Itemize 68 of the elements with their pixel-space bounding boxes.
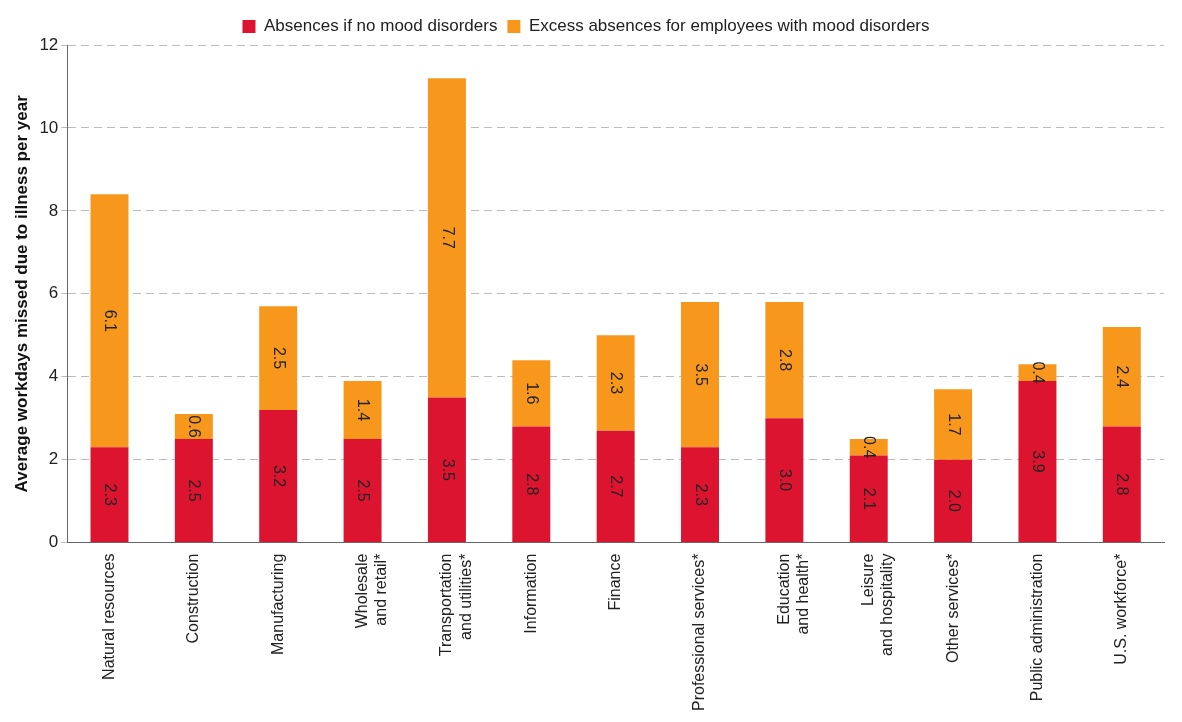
bar <box>427 78 466 398</box>
x-tick-label: Education and health* <box>774 553 811 635</box>
data-label: 2.5 <box>270 346 288 370</box>
data-label: 2.8 <box>776 349 794 372</box>
bar <box>90 194 129 448</box>
data-label: 2.0 <box>945 489 963 513</box>
data-label: 1.4 <box>355 398 373 422</box>
data-label: 0.4 <box>861 436 879 459</box>
data-label: 6.1 <box>102 309 120 332</box>
data-label: 3.0 <box>776 469 794 492</box>
bar <box>174 438 213 543</box>
x-tick-label: Construction <box>184 553 202 644</box>
x-tick-label: Professional services* <box>690 553 708 712</box>
data-label: 2.5 <box>355 479 373 502</box>
y-tick-label: 4 <box>48 366 59 386</box>
y-tick-label: 12 <box>39 34 59 54</box>
y-axis-title: Average workdays missed due to illness per year <box>11 94 31 493</box>
data-label: 2.7 <box>608 475 626 498</box>
x-tick-label: Information <box>521 553 539 634</box>
bar <box>259 409 298 543</box>
bar <box>765 302 804 419</box>
data-label: 2.4 <box>1114 365 1132 388</box>
x-tick-label: Finance <box>606 553 624 611</box>
data-label: 1.6 <box>523 382 541 405</box>
y-tick-label: 0 <box>48 532 59 552</box>
data-label: 1.7 <box>945 413 963 436</box>
data-label: 3.5 <box>692 363 710 386</box>
bar <box>681 447 719 543</box>
y-tick-label: 10 <box>39 117 59 137</box>
bar <box>1102 426 1141 543</box>
data-label: 2.3 <box>692 483 710 506</box>
bar <box>1102 326 1141 427</box>
x-tick-label: Public administration <box>1027 553 1045 702</box>
data-label: 0.6 <box>186 415 204 438</box>
bar <box>934 389 973 460</box>
data-label: 3.5 <box>439 458 457 481</box>
data-label: 2.3 <box>102 483 120 506</box>
bar <box>596 335 635 431</box>
bar <box>343 438 382 543</box>
data-label: 3.2 <box>270 464 288 488</box>
bar <box>259 306 298 410</box>
x-tick-label: Natural resources <box>99 553 117 680</box>
legend-label: Absences if no mood disorders <box>263 16 498 36</box>
legend-label: Excess absences for employees with mood disorders <box>528 16 930 36</box>
bar <box>596 430 635 543</box>
y-tick-label: 2 <box>48 449 59 469</box>
bar <box>343 380 382 439</box>
bar <box>681 302 719 448</box>
x-tick-label: Wholesale and retail* <box>352 553 390 629</box>
data-label: 2.8 <box>523 473 541 496</box>
data-label: 0.4 <box>1030 361 1048 384</box>
bar <box>512 360 551 427</box>
data-label: 2.3 <box>608 371 626 395</box>
y-tick-label: 8 <box>48 200 59 220</box>
bar <box>934 459 973 543</box>
data-label: 7.7 <box>439 226 457 250</box>
x-tick-label: Other services* <box>943 553 961 663</box>
x-tick-label: Manufacturing <box>268 553 286 655</box>
data-label: 2.1 <box>861 487 879 511</box>
bar <box>427 397 466 543</box>
y-tick-label: 6 <box>48 283 59 303</box>
x-tick-label: U.S. workforce* <box>1112 553 1130 665</box>
bar <box>765 418 804 543</box>
data-label: 2.5 <box>186 479 204 502</box>
data-label: 3.9 <box>1030 450 1048 473</box>
data-label: 2.8 <box>1114 473 1132 496</box>
bar <box>512 426 551 543</box>
bar <box>90 447 129 543</box>
